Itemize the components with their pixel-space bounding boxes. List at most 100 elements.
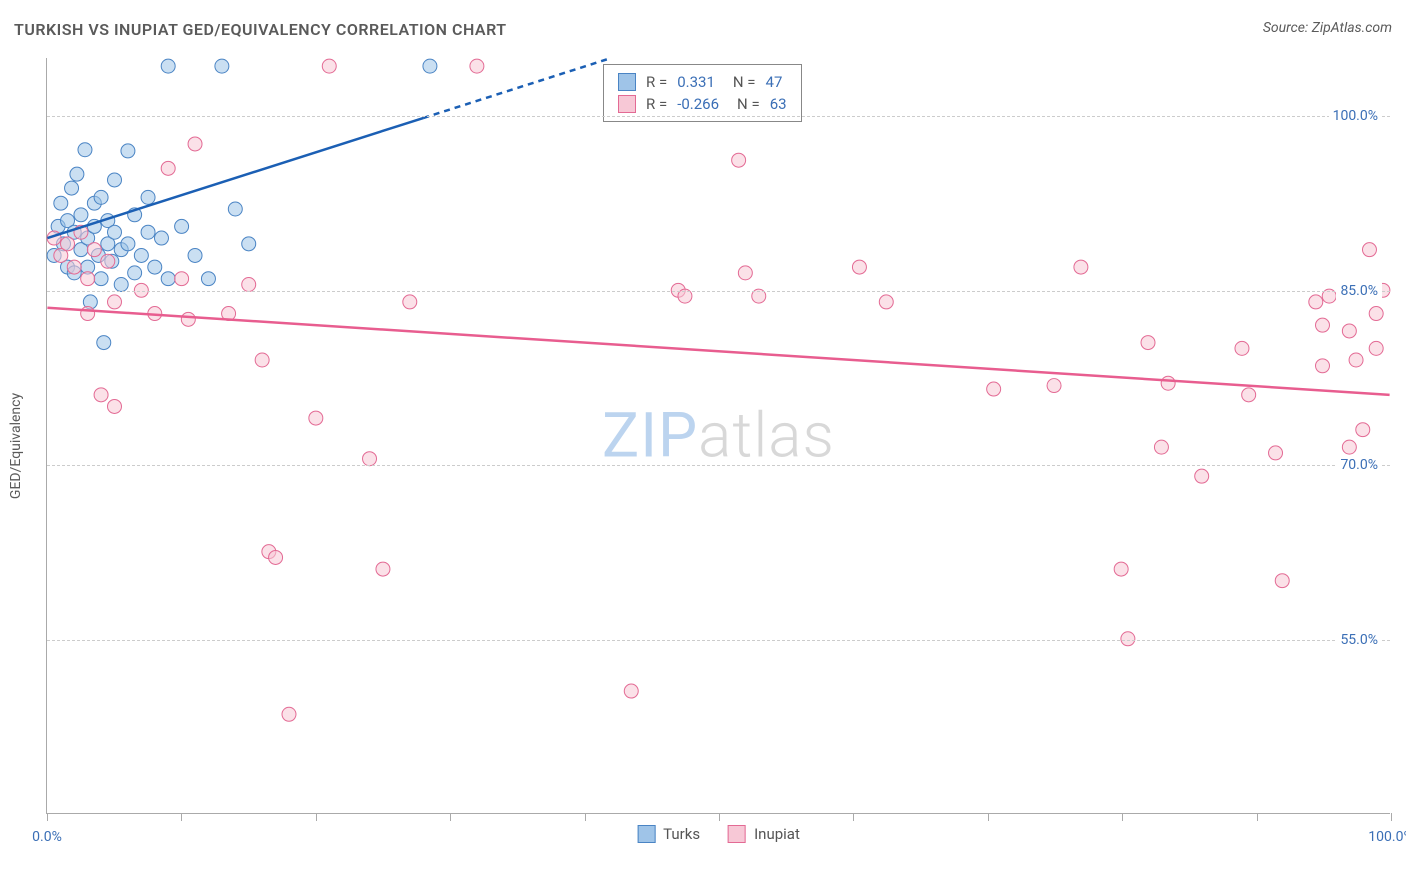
legend-swatch bbox=[728, 825, 746, 843]
data-point bbox=[732, 153, 746, 167]
regression-line-dashed bbox=[423, 58, 611, 118]
data-point bbox=[1242, 388, 1256, 402]
data-point bbox=[67, 260, 81, 274]
x-tick bbox=[1257, 813, 1258, 821]
data-point bbox=[403, 295, 417, 309]
data-point bbox=[1141, 336, 1155, 350]
data-point bbox=[87, 243, 101, 257]
gridline bbox=[47, 465, 1390, 466]
x-tick-label: 0.0% bbox=[32, 829, 62, 845]
gridline bbox=[47, 291, 1390, 292]
data-point bbox=[65, 181, 79, 195]
legend-swatch bbox=[637, 825, 655, 843]
data-point bbox=[161, 272, 175, 286]
data-point bbox=[78, 143, 92, 157]
legend-row: R =0.331N =47 bbox=[618, 71, 787, 93]
data-point bbox=[1342, 440, 1356, 454]
legend-swatch bbox=[618, 73, 636, 91]
series-legend-label: Inupiat bbox=[754, 825, 800, 843]
x-tick bbox=[1391, 813, 1392, 821]
data-point bbox=[255, 353, 269, 367]
x-tick bbox=[450, 813, 451, 821]
data-point bbox=[228, 202, 242, 216]
x-tick-label: 100.0% bbox=[1368, 829, 1406, 845]
series-legend-label: Turks bbox=[663, 825, 700, 843]
data-point bbox=[121, 144, 135, 158]
data-point bbox=[1235, 341, 1249, 355]
data-point bbox=[121, 237, 135, 251]
chart-source: Source: ZipAtlas.com bbox=[1263, 20, 1392, 36]
data-point bbox=[101, 254, 115, 268]
data-point bbox=[74, 208, 88, 222]
data-point bbox=[282, 707, 296, 721]
data-point bbox=[987, 382, 1001, 396]
data-point bbox=[141, 190, 155, 204]
data-point bbox=[1047, 379, 1061, 393]
data-point bbox=[108, 399, 122, 413]
data-point bbox=[1154, 440, 1168, 454]
data-point bbox=[114, 278, 128, 292]
data-point bbox=[94, 388, 108, 402]
data-point bbox=[1269, 446, 1283, 460]
y-axis-label: GED/Equivalency bbox=[8, 393, 24, 499]
data-point bbox=[470, 59, 484, 73]
legend-n-label: N = bbox=[733, 73, 756, 91]
gridline bbox=[47, 640, 1390, 641]
data-point bbox=[309, 411, 323, 425]
data-point bbox=[94, 272, 108, 286]
data-point bbox=[161, 161, 175, 175]
data-point bbox=[1362, 243, 1376, 257]
data-point bbox=[738, 266, 752, 280]
plot-area: ZIPatlas R =0.331N =47R =-0.266N =63 Tur… bbox=[46, 58, 1390, 814]
data-point bbox=[242, 278, 256, 292]
x-tick bbox=[853, 813, 854, 821]
series-legend-item: Turks bbox=[637, 825, 700, 843]
legend-row: R =-0.266N =63 bbox=[618, 93, 787, 115]
data-point bbox=[81, 307, 95, 321]
legend-r-value: -0.266 bbox=[677, 95, 719, 113]
data-point bbox=[1309, 295, 1323, 309]
legend-swatch bbox=[618, 95, 636, 113]
data-point bbox=[322, 59, 336, 73]
data-point bbox=[154, 231, 168, 245]
data-point bbox=[1356, 423, 1370, 437]
data-point bbox=[1316, 359, 1330, 373]
data-point bbox=[128, 266, 142, 280]
scatter-svg bbox=[47, 58, 1390, 813]
data-point bbox=[148, 260, 162, 274]
data-point bbox=[70, 167, 84, 181]
data-point bbox=[175, 219, 189, 233]
data-point bbox=[1275, 574, 1289, 588]
regression-line bbox=[47, 308, 1389, 395]
data-point bbox=[61, 237, 75, 251]
legend-r-value: 0.331 bbox=[677, 73, 715, 91]
data-point bbox=[1195, 469, 1209, 483]
data-point bbox=[215, 59, 229, 73]
data-point bbox=[81, 272, 95, 286]
data-point bbox=[108, 225, 122, 239]
data-point bbox=[363, 452, 377, 466]
correlation-legend: R =0.331N =47R =-0.266N =63 bbox=[603, 64, 802, 122]
data-point bbox=[134, 248, 148, 262]
x-tick bbox=[181, 813, 182, 821]
y-tick-label: 70.0% bbox=[1336, 457, 1382, 473]
x-tick bbox=[1122, 813, 1123, 821]
legend-r-label: R = bbox=[646, 73, 667, 91]
regression-line bbox=[47, 118, 423, 238]
data-point bbox=[624, 684, 638, 698]
data-point bbox=[175, 272, 189, 286]
data-point bbox=[852, 260, 866, 274]
data-point bbox=[201, 272, 215, 286]
data-point bbox=[1161, 376, 1175, 390]
legend-r-label: R = bbox=[646, 95, 667, 113]
data-point bbox=[1074, 260, 1088, 274]
data-point bbox=[1349, 353, 1363, 367]
data-point bbox=[161, 59, 175, 73]
legend-n-label: N = bbox=[737, 95, 760, 113]
data-point bbox=[188, 248, 202, 262]
data-point bbox=[1342, 324, 1356, 338]
data-point bbox=[269, 550, 283, 564]
data-point bbox=[108, 173, 122, 187]
chart-title: TURKISH VS INUPIAT GED/EQUIVALENCY CORRE… bbox=[14, 20, 507, 39]
x-tick bbox=[316, 813, 317, 821]
